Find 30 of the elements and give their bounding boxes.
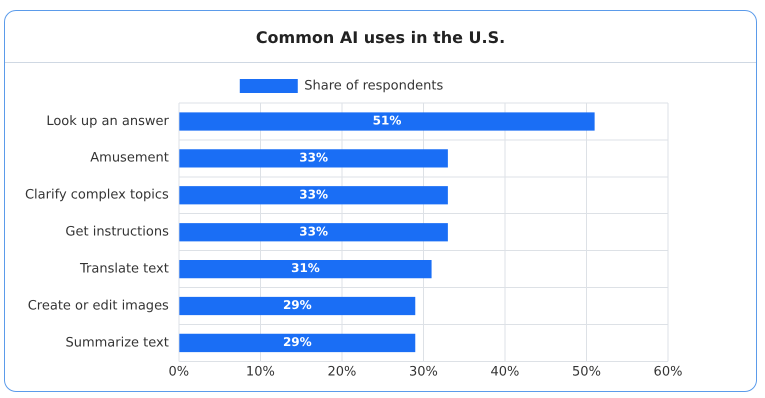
bar xyxy=(179,334,416,352)
bar xyxy=(179,296,416,316)
bar xyxy=(179,149,448,168)
y-tick-label: Amusement xyxy=(90,150,169,166)
bar xyxy=(179,260,432,278)
x-tick-label: 10% xyxy=(246,364,275,380)
y-tick-label: Create or edit images xyxy=(28,298,170,314)
x-tick-label: 40% xyxy=(490,364,520,380)
y-tick-label: Look up an answer xyxy=(46,114,170,129)
y-tick-label: Get instructions xyxy=(65,224,170,240)
x-tick-label: 20% xyxy=(327,364,356,380)
data-label: 31% xyxy=(291,261,320,276)
data-label: 33% xyxy=(299,150,328,164)
y-tick-label: Translate text xyxy=(79,261,169,276)
data-label: 29% xyxy=(282,298,312,312)
data-label: 33% xyxy=(299,224,328,238)
x-tick-label: 0% xyxy=(168,364,190,380)
y-tick-label: Clarify complex topics xyxy=(24,188,170,203)
x-tick-label: 30% xyxy=(408,364,438,380)
bar xyxy=(179,112,595,131)
x-tick-label: 50% xyxy=(572,364,601,380)
y-tick-label: Summarize text xyxy=(65,335,169,350)
x-tick-label: 60% xyxy=(654,364,682,380)
bar xyxy=(179,186,448,204)
data-label: 29% xyxy=(282,335,312,350)
bar xyxy=(179,223,448,242)
chart-title: Common AI uses in the U.S. xyxy=(5,11,756,63)
data-label: 33% xyxy=(299,187,328,202)
data-label: 51% xyxy=(372,114,402,128)
legend-label: Share of respondents xyxy=(304,78,444,94)
